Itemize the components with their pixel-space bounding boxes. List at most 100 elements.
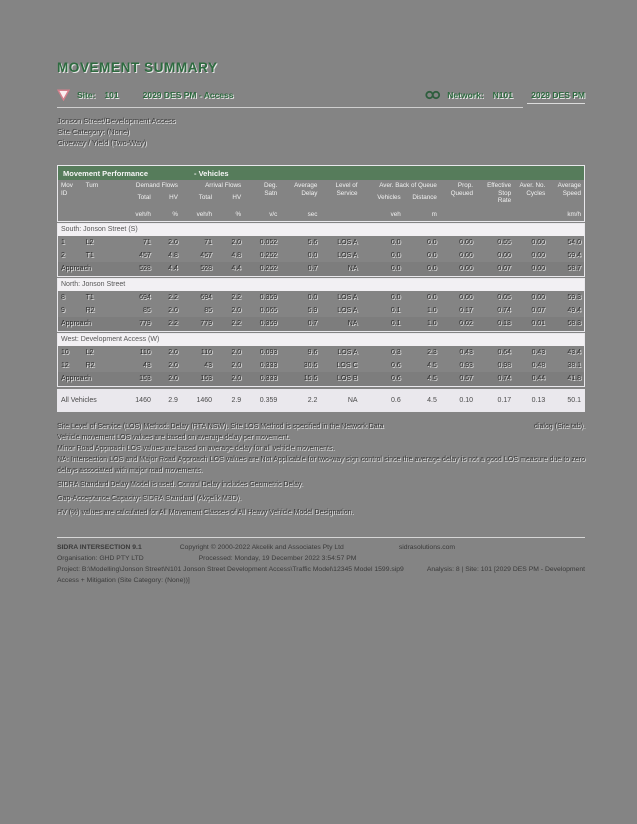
organisation-text: Organisation: GHD PTY LTD (57, 554, 144, 562)
header-subcell: HV (169, 194, 178, 202)
movement-cell: 0.0 (426, 251, 437, 259)
movement-cell: 2.0 (168, 306, 178, 314)
approach-cell: LOS B (320, 371, 361, 386)
footnote-line: Gap-Acceptance Capacity: SIDRA Standard … (57, 494, 242, 502)
movement-cell: 0.00 (531, 238, 546, 246)
footnote-line: Minor Road Approach LOS values are based… (57, 444, 335, 452)
unit-cell: veh/h (196, 211, 213, 218)
movement-row: 1 L2 71 2.0 71 2.0 0.052 5.6 LOS A 0.0 0.0 0.00 0.55… (58, 236, 585, 249)
all-vehicles-cell: 1460 (113, 389, 154, 411)
all-vehicles-cell: 4.5 (403, 389, 440, 411)
movement-cell: 0.00 (497, 251, 511, 259)
site-scenario: 2029 DES PM - Access (142, 90, 234, 100)
movement-cell: 5.6 (307, 238, 318, 246)
network-header: Network: N101 2029 DES PM (425, 90, 585, 104)
approach-cell: 2.2 (214, 316, 245, 331)
unit-cell: % (235, 211, 242, 218)
section-label-row: West: Development Access (W) (57, 333, 585, 346)
movement-cell: 457 (200, 251, 212, 259)
movement-cell: 457 (139, 251, 151, 259)
approach-cell: 2.0 (153, 371, 181, 386)
approach-cell: 779 (113, 316, 154, 331)
movement-cell: 0.1 (390, 306, 401, 314)
website-link[interactable]: sidrasolutions.com (398, 543, 456, 551)
report-footer: SIDRA INTERSECTION 9.1 Copyright © 2000-… (57, 536, 585, 586)
all-vehicles-row: All Vehicles 1460 2.9 1460 2.9 0.359 2.2 NA 0.6 4… (57, 389, 585, 411)
approach-cell: 153 (180, 371, 216, 386)
all-vehicles-cell: 2.2 (280, 389, 321, 411)
movement-cell: 4.8 (168, 251, 178, 259)
movement-cell: 0.0 (426, 238, 437, 246)
approach-row: Approach 779 2.2 779 2.2 0.359 0.7 NA 0.1 1.0 0.02… (57, 316, 585, 331)
movement-cell: LOS A (337, 251, 358, 259)
analysis-text: Analysis: 8 | Site: 101 [2029 DES PM - D… (426, 565, 585, 573)
movement-cell: 30.5 (303, 361, 318, 369)
site-info: Jonson Street/Development Access Site Ca… (57, 115, 585, 148)
unit-cell: m (431, 211, 437, 218)
footnote-line: NA: Intersection LOS and Major Road Appr… (57, 455, 585, 474)
network-icon (425, 90, 441, 102)
unit-cell: km/h (567, 211, 581, 218)
header-cell: Aver. Back of Queue (379, 182, 437, 189)
table-title: Movement Performance (63, 168, 149, 178)
movement-cell: 0.07 (531, 306, 546, 314)
movement-cell: 9 (61, 306, 65, 314)
movement-cell: 5.9 (307, 306, 318, 314)
header-cell: Effective Stop Rate (487, 182, 512, 204)
header-subcell: HV (232, 194, 242, 202)
approach-cell: 4.5 (403, 371, 440, 386)
section-label-row: South: Jonson Street (S) (57, 223, 585, 236)
movement-cell: T1 (85, 293, 94, 301)
unit-cell: % (172, 211, 178, 218)
movement-cell: 2.0 (231, 238, 242, 246)
movement-cell: LOS A (337, 306, 358, 314)
movement-cell: 0.98 (497, 361, 512, 369)
all-vehicles-cell: 0.17 (476, 389, 515, 411)
give-way-sign-icon (56, 89, 71, 103)
approach-cell: 0.13 (475, 316, 514, 331)
approach-cell: 2.0 (215, 371, 245, 386)
movement-cell: 0.333 (259, 361, 278, 369)
approach-cell: NA (320, 316, 361, 331)
header-divider (57, 107, 523, 108)
movement-table: Movement Performance - Vehicles Mov ID Tu… (57, 165, 585, 412)
movement-cell: 1.0 (426, 306, 437, 314)
approach-cell: 58.3 (548, 316, 585, 331)
movement-cell: 2.2 (231, 293, 242, 301)
approach-section: West: Development Access (W) 10 L2 110 2.0 11… (57, 332, 585, 387)
movement-row: 12 R2 43 2.0 43 2.0 0.333 30.5 LOS C 0.6 4.5 0.93 0.… (58, 359, 585, 372)
movement-cell: 49.4 (567, 306, 581, 314)
site-control: Giveway / Yield (Two-Way) (57, 138, 147, 147)
approach-cell: 0.0 (403, 261, 440, 276)
approach-cell: 0.6 (360, 371, 404, 386)
page-title: MOVEMENT SUMMARY (57, 60, 218, 75)
unit-cell (58, 205, 83, 222)
network-scenario: 2029 DES PM (527, 90, 585, 104)
approach-cell: 0.74 (475, 371, 515, 386)
movement-cell: 0.0 (307, 251, 318, 259)
all-vehicles-cell: 2.9 (153, 389, 181, 411)
movement-cell: 694 (139, 293, 151, 301)
unit-cell: sec (307, 211, 318, 218)
table-column-header: Mov ID Turn Demand Flows Arrival Flows Deg. … (57, 180, 585, 222)
movement-cell: T1 (85, 251, 94, 259)
footnote-line: Site Level of Service (LOS) Method: Dela… (57, 421, 585, 432)
movement-cell: 8 (61, 293, 65, 301)
footer-line-2: Organisation: GHD PTY LTD Processed: Mon… (57, 553, 585, 564)
movement-cell: 0.64 (497, 348, 512, 356)
network-label: Network: (447, 90, 484, 100)
approach-cell: 0.57 (439, 371, 476, 386)
approach-cell: 4.4 (153, 261, 181, 276)
approach-cell: 0.00 (513, 261, 549, 276)
approach-section: South: Jonson Street (S) 1 L2 71 2.0 71 2.0 0.0… (57, 222, 585, 277)
footer-line-1: SIDRA INTERSECTION 9.1 Copyright © 2000-… (57, 542, 585, 553)
movement-cell: 0.0 (390, 293, 401, 301)
approach-cell: 0.07 (475, 261, 514, 276)
approach-cell: 528 (180, 261, 215, 276)
all-vehicles-cell: 0.359 (244, 389, 281, 411)
movement-cell: 0.93 (459, 361, 473, 369)
approach-row: Approach 153 2.0 153 2.0 0.333 15.5 LOS B 0.6 4.5… (57, 371, 585, 386)
site-name: Jonson Street/Development Access (57, 116, 176, 125)
approach-cell: 779 (180, 316, 215, 331)
movement-cell: 59.3 (567, 293, 581, 301)
